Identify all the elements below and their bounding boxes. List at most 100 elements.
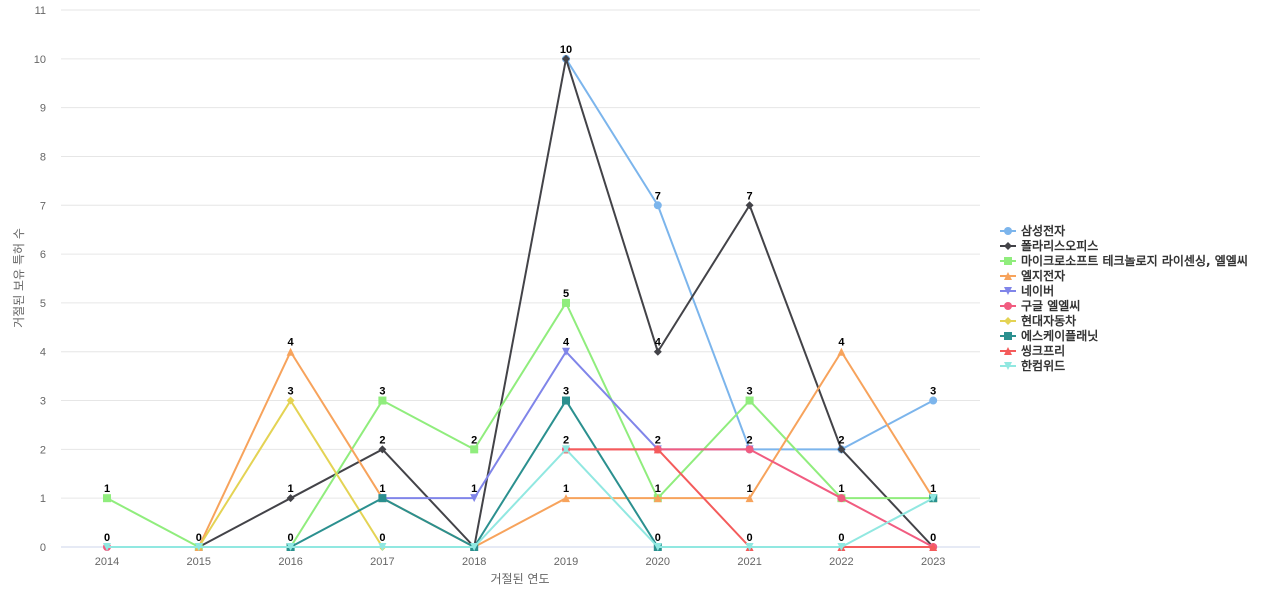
data-label: 4 [655, 337, 662, 349]
data-point [378, 445, 387, 454]
legend-item[interactable]: 마이크로소프트 테크놀로지 라이센싱, 엘엘씨 [1000, 253, 1248, 268]
data-point [929, 543, 938, 551]
data-label: 7 [655, 190, 661, 202]
data-point [470, 543, 479, 551]
data-label: 1 [379, 483, 385, 495]
y-tick-label: 5 [40, 298, 46, 310]
data-label: 3 [288, 386, 294, 398]
legend-label: 에스케이플래닛 [1021, 328, 1098, 343]
data-point [745, 396, 754, 405]
data-label: 0 [379, 532, 385, 544]
data-point [378, 396, 387, 405]
data-point [286, 494, 295, 503]
data-point [286, 543, 295, 551]
data-point [929, 494, 938, 503]
data-label: 0 [288, 532, 294, 544]
x-tick-label: 2014 [95, 556, 119, 568]
data-point [745, 445, 754, 454]
grid-lines [61, 9, 980, 548]
legend-item[interactable]: 폴라리스오피스 [1000, 238, 1098, 253]
legend-symbol [1004, 302, 1012, 310]
y-tick-label: 4 [40, 347, 46, 359]
legend-label: 네이버 [1021, 283, 1054, 298]
data-label: 0 [655, 532, 661, 544]
y-axis-ticks: 0 1 2 3 4 5 6 7 8 9 10 11 [34, 5, 46, 554]
data-point [837, 494, 846, 503]
y-tick-label: 8 [40, 151, 46, 163]
data-point [103, 543, 111, 551]
data-point [378, 494, 387, 503]
data-point [653, 494, 662, 503]
data-label: 0 [930, 532, 936, 544]
x-tick-label: 2018 [462, 556, 486, 568]
legend-item[interactable]: 한컴위드 [1000, 358, 1065, 373]
data-label: 2 [563, 434, 569, 446]
y-tick-label: 1 [40, 493, 46, 505]
series-group [103, 54, 938, 551]
legend-item[interactable]: 현대자동차 [1000, 313, 1076, 328]
data-label: 0 [196, 532, 202, 544]
data-point [837, 543, 846, 551]
legend-symbol [1004, 332, 1012, 340]
x-tick-label: 2022 [829, 556, 853, 568]
legend-item[interactable]: 엘지전자 [1000, 268, 1065, 283]
data-point [837, 445, 846, 454]
legend-label: 한컴위드 [1021, 358, 1065, 373]
data-label: 4 [563, 337, 570, 349]
legend-item[interactable]: 네이버 [1000, 283, 1054, 298]
legend-label: 현대자동차 [1021, 313, 1076, 328]
series-line [197, 399, 384, 548]
legend-item[interactable]: 씽크프리 [1000, 343, 1065, 358]
legend-label: 폴라리스오피스 [1021, 238, 1098, 253]
data-label: 1 [104, 483, 110, 495]
legend-symbol [1004, 227, 1012, 235]
data-point [562, 298, 570, 307]
x-axis-ticks: 2014 2015 2016 2017 2018 2019 2020 2021 2022 2023 [95, 556, 946, 568]
legend-item[interactable]: 구글 엘엘씨 [1000, 299, 1080, 313]
data-point [470, 445, 479, 454]
data-label: 0 [838, 532, 844, 544]
data-point [470, 494, 479, 503]
legend-item[interactable]: 에스케이플래닛 [1000, 328, 1098, 343]
data-label: 4 [838, 337, 845, 349]
x-axis-title: 거절된 연도 [490, 572, 549, 586]
data-label: 2 [379, 434, 385, 446]
data-point [745, 201, 754, 210]
data-point [745, 543, 754, 551]
data-label: 4 [288, 337, 295, 349]
x-tick-label: 2016 [278, 556, 302, 568]
data-label: 2 [471, 434, 477, 446]
data-label: 1 [655, 483, 661, 495]
x-tick-label: 2015 [187, 556, 211, 568]
legend-item[interactable]: 삼성전자 [1000, 223, 1065, 238]
data-label: 2 [655, 434, 661, 446]
data-point [562, 445, 570, 454]
data-point [194, 543, 203, 551]
series-line [107, 448, 934, 548]
data-label: 3 [747, 386, 753, 398]
legend-symbol [1004, 272, 1012, 280]
y-tick-label: 10 [34, 54, 46, 66]
data-point [653, 201, 662, 210]
series-6 [194, 396, 387, 551]
series-9 [103, 445, 938, 551]
data-point [286, 347, 295, 356]
y-tick-label: 3 [40, 396, 46, 408]
data-label: 2 [747, 434, 753, 446]
legend-label: 엘지전자 [1021, 268, 1065, 283]
data-label: 2 [838, 434, 844, 446]
data-point [103, 494, 111, 503]
series-line [382, 350, 750, 500]
legend-symbol [1004, 362, 1012, 370]
data-point [653, 445, 662, 454]
legend-symbol [1004, 257, 1012, 265]
legend-label: 삼성전자 [1021, 223, 1065, 238]
data-point [562, 347, 570, 356]
data-label: 1 [930, 483, 936, 495]
data-point [929, 396, 938, 405]
y-tick-label: 11 [35, 5, 46, 17]
legend-symbol [1004, 242, 1012, 250]
data-label: 10 [560, 44, 572, 56]
